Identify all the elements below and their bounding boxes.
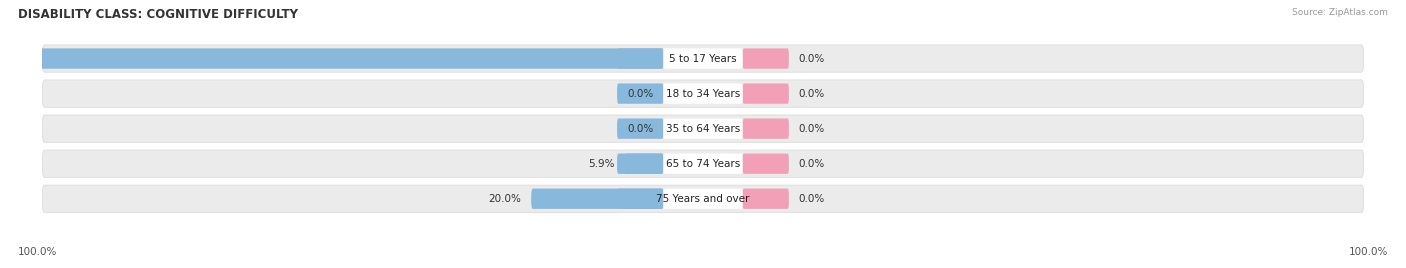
- Text: 0.0%: 0.0%: [799, 159, 825, 169]
- FancyBboxPatch shape: [617, 154, 664, 174]
- FancyBboxPatch shape: [617, 83, 664, 104]
- FancyBboxPatch shape: [3, 49, 664, 69]
- Text: 20.0%: 20.0%: [488, 194, 522, 204]
- Text: 100.0%: 100.0%: [1348, 247, 1388, 257]
- FancyBboxPatch shape: [617, 49, 664, 69]
- Text: 0.0%: 0.0%: [799, 54, 825, 64]
- FancyBboxPatch shape: [664, 118, 742, 139]
- FancyBboxPatch shape: [742, 118, 789, 139]
- FancyBboxPatch shape: [742, 83, 789, 104]
- FancyBboxPatch shape: [664, 154, 742, 174]
- Text: 5 to 17 Years: 5 to 17 Years: [669, 54, 737, 64]
- FancyBboxPatch shape: [617, 118, 664, 139]
- Text: 0.0%: 0.0%: [799, 89, 825, 99]
- FancyBboxPatch shape: [624, 154, 664, 174]
- FancyBboxPatch shape: [617, 189, 664, 209]
- Text: 65 to 74 Years: 65 to 74 Years: [666, 159, 740, 169]
- FancyBboxPatch shape: [42, 115, 1364, 142]
- Text: 0.0%: 0.0%: [627, 89, 654, 99]
- Text: 35 to 64 Years: 35 to 64 Years: [666, 124, 740, 134]
- Text: 75 Years and over: 75 Years and over: [657, 194, 749, 204]
- FancyBboxPatch shape: [531, 189, 664, 209]
- Text: 0.0%: 0.0%: [627, 124, 654, 134]
- FancyBboxPatch shape: [742, 189, 789, 209]
- Text: 5.9%: 5.9%: [588, 159, 614, 169]
- FancyBboxPatch shape: [742, 154, 789, 174]
- Text: Source: ZipAtlas.com: Source: ZipAtlas.com: [1292, 8, 1388, 17]
- Text: 18 to 34 Years: 18 to 34 Years: [666, 89, 740, 99]
- Text: 0.0%: 0.0%: [799, 124, 825, 134]
- FancyBboxPatch shape: [42, 45, 1364, 72]
- Text: 0.0%: 0.0%: [799, 194, 825, 204]
- FancyBboxPatch shape: [664, 49, 742, 69]
- FancyBboxPatch shape: [664, 189, 742, 209]
- FancyBboxPatch shape: [42, 80, 1364, 107]
- Text: 100.0%: 100.0%: [18, 247, 58, 257]
- Text: DISABILITY CLASS: COGNITIVE DIFFICULTY: DISABILITY CLASS: COGNITIVE DIFFICULTY: [18, 8, 298, 21]
- FancyBboxPatch shape: [42, 185, 1364, 213]
- FancyBboxPatch shape: [664, 83, 742, 104]
- FancyBboxPatch shape: [42, 150, 1364, 177]
- FancyBboxPatch shape: [742, 49, 789, 69]
